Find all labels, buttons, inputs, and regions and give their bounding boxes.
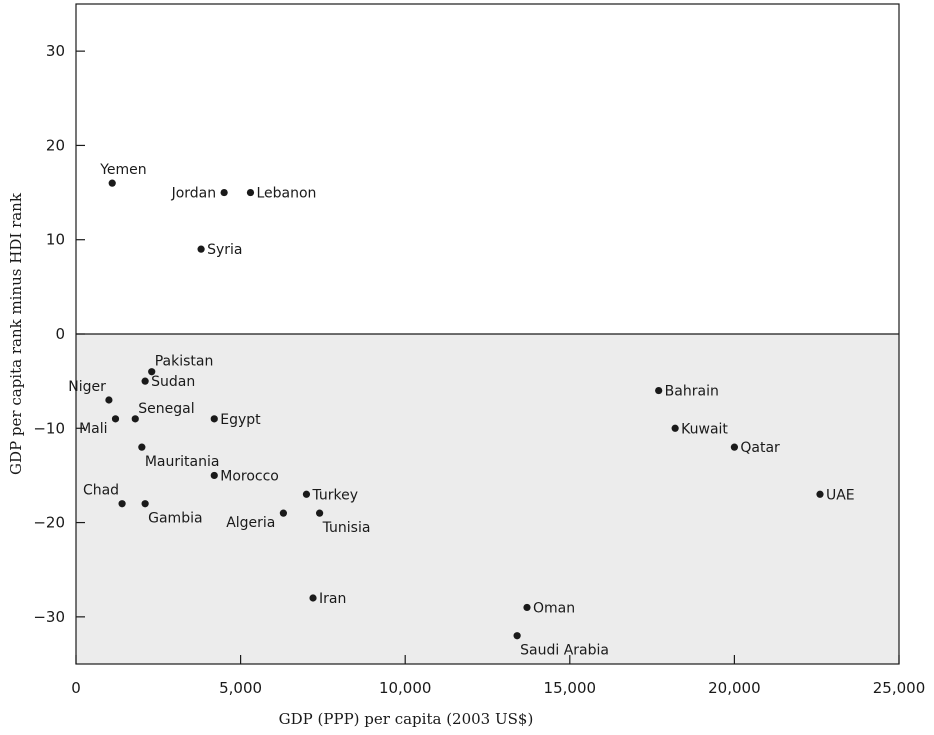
plot-region-positive [76, 4, 899, 334]
data-point [816, 490, 824, 498]
point-label: Turkey [311, 487, 358, 503]
data-point [302, 490, 311, 498]
x-tick-label: 15,000 [544, 679, 597, 697]
point-label: Gambia [148, 511, 202, 527]
data-point [655, 386, 663, 395]
point-label: Tunisia [322, 520, 371, 536]
point-label: Pakistan [155, 354, 214, 370]
y-tick-label: −10 [33, 419, 65, 437]
data-point [523, 603, 531, 612]
data-point [148, 368, 156, 376]
data-point [210, 415, 218, 423]
y-tick-label: 30 [46, 42, 65, 60]
data-point [730, 443, 739, 451]
point-label: UAE [826, 487, 855, 503]
data-point [309, 594, 317, 602]
point-label: Algeria [226, 515, 275, 531]
data-point [138, 443, 146, 451]
data-point [210, 471, 218, 480]
point-label: Saudi Arabia [520, 643, 609, 659]
x-tick-label: 10,000 [379, 679, 432, 697]
point-label: Kuwait [681, 421, 728, 437]
x-axis: 0 5,000 10,000 15,000 20,000 25,000 [71, 655, 925, 697]
point-label: Mali [79, 421, 107, 437]
data-point [141, 500, 149, 508]
data-point [513, 632, 521, 640]
point-label: Qatar [740, 440, 780, 456]
plot-background [75, 3, 900, 665]
x-axis-title: GDP (PPP) per capita (2003 US$) [279, 710, 534, 728]
data-point [141, 377, 149, 385]
x-tick-label: 20,000 [708, 679, 761, 697]
points-layer: Yemen Jordan Lebanon Syria Pakistan Sudan Nige… [68, 162, 854, 659]
y-tick-label: 10 [46, 231, 65, 249]
point-label: Senegal [138, 401, 194, 417]
point-label: Oman [533, 600, 575, 616]
point-label: Jordan [171, 186, 217, 202]
y-tick-label: 20 [46, 136, 65, 154]
x-tick-label: 5,000 [219, 679, 262, 697]
y-axis-title: GDP per capita rank minus HDI rank [7, 192, 25, 475]
point-label: Sudan [151, 374, 195, 390]
point-label: Yemen [99, 162, 146, 178]
data-point [118, 500, 126, 508]
data-point [220, 188, 228, 197]
plot-region-negative [76, 334, 899, 664]
data-point [131, 415, 139, 423]
data-point [111, 415, 120, 423]
data-point [279, 509, 287, 517]
data-point [108, 179, 116, 187]
point-label: Mauritania [145, 454, 220, 470]
point-label: Egypt [220, 412, 261, 428]
y-tick-label: 0 [55, 325, 65, 343]
data-point [197, 245, 205, 253]
y-tick-label: −20 [33, 514, 65, 532]
point-label: Morocco [220, 468, 279, 484]
data-point [316, 509, 324, 517]
point-label: Niger [68, 379, 106, 395]
point-label: Chad [83, 483, 119, 499]
data-point [105, 396, 113, 404]
x-tick-label: 0 [71, 679, 81, 697]
point-label: Bahrain [665, 384, 719, 400]
point-label: Iran [319, 591, 346, 607]
y-tick-label: −30 [33, 608, 65, 626]
point-label: Syria [207, 242, 242, 258]
data-point [671, 424, 679, 432]
data-point [246, 188, 255, 197]
x-tick-label: 25,000 [873, 679, 926, 697]
point-label: Lebanon [256, 186, 316, 202]
y-axis: −30 −20 −10 0 10 20 30 [33, 42, 85, 626]
